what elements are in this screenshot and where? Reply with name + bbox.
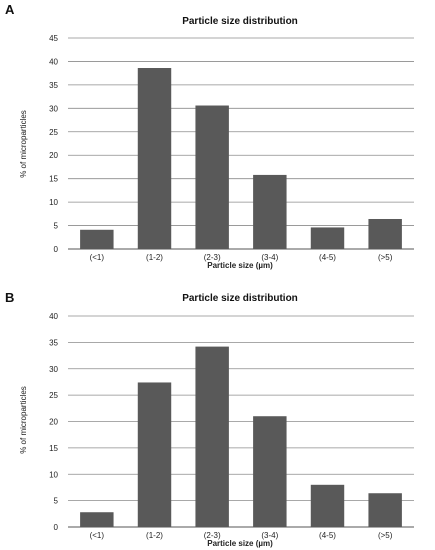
x-tick-label-b: (<1) bbox=[90, 531, 105, 540]
bar-a-4 bbox=[253, 174, 287, 249]
bar-b-5 bbox=[310, 484, 345, 527]
y-tick-label-a: 40 bbox=[49, 57, 58, 66]
y-axis-label-a: % of microparticles bbox=[19, 110, 28, 178]
y-tick-label-a: 10 bbox=[49, 198, 58, 207]
chart-title-b: Particle size distribution bbox=[182, 293, 298, 304]
y-tick-label-b: 5 bbox=[54, 497, 59, 506]
x-tick-label-a: (2-3) bbox=[204, 253, 221, 262]
x-tick-label-b: (3-4) bbox=[261, 531, 278, 540]
x-axis-label-b: Particle size (µm) bbox=[207, 539, 273, 548]
y-tick-label-a: 25 bbox=[49, 128, 58, 137]
plot-area-b: 0 5 10 15 20 25 30 35 40 (<1) (1-2) (2-3) (3-4) (4-5)… bbox=[49, 312, 414, 540]
bar-a-2 bbox=[137, 68, 172, 250]
y-axis-label-b: % of microparticles bbox=[19, 386, 28, 454]
y-tick-label-b: 15 bbox=[49, 444, 58, 453]
chart-title-a: Particle size distribution bbox=[182, 16, 298, 27]
x-tick-label-a: (3-4) bbox=[261, 253, 278, 262]
chart-panel-a: A Particle size distribution % of microp… bbox=[5, 2, 414, 270]
bar-b-4 bbox=[253, 416, 287, 527]
x-tick-label-a: (4-5) bbox=[319, 253, 336, 262]
y-tick-label-b: 10 bbox=[49, 470, 58, 479]
y-tick-label-a: 20 bbox=[49, 151, 58, 160]
bar-b-2 bbox=[137, 382, 172, 527]
bar-a-5 bbox=[310, 227, 345, 249]
y-tick-label-a: 0 bbox=[54, 245, 59, 254]
bar-a-3 bbox=[195, 105, 229, 250]
bar-b-6 bbox=[368, 493, 402, 527]
y-tick-label-b: 25 bbox=[49, 391, 58, 400]
y-tick-label-a: 30 bbox=[49, 104, 58, 113]
y-tick-label-a: 45 bbox=[49, 34, 58, 43]
x-tick-label-a: (1-2) bbox=[146, 253, 163, 262]
x-tick-label-b: (4-5) bbox=[319, 531, 336, 540]
bar-b-3 bbox=[195, 346, 229, 527]
panel-letter-b: B bbox=[5, 290, 14, 305]
y-tick-label-b: 40 bbox=[49, 312, 58, 321]
plot-area-a: 0 5 10 15 20 25 30 35 40 45 (<1) (1-2) (2-3) (3-4) (4-… bbox=[49, 34, 414, 262]
y-tick-label-a: 15 bbox=[49, 175, 58, 184]
y-tick-label-b: 0 bbox=[54, 523, 59, 532]
y-tick-label-b: 20 bbox=[49, 418, 58, 427]
y-tick-label-a: 35 bbox=[49, 81, 58, 90]
x-tick-label-a: (<1) bbox=[90, 253, 105, 262]
bar-a-6 bbox=[368, 218, 402, 249]
bar-b-1 bbox=[80, 512, 114, 527]
y-tick-label-b: 35 bbox=[49, 338, 58, 347]
x-axis-label-a: Particle size (µm) bbox=[207, 261, 273, 270]
x-tick-label-a: (>5) bbox=[378, 253, 393, 262]
panel-letter-a: A bbox=[5, 2, 15, 17]
bar-a-1 bbox=[80, 229, 114, 249]
chart-panel-b: B Particle size distribution % of microp… bbox=[5, 290, 414, 548]
x-tick-label-b: (2-3) bbox=[204, 531, 221, 540]
y-tick-label-b: 30 bbox=[49, 365, 58, 374]
x-tick-label-b: (1-2) bbox=[146, 531, 163, 540]
x-tick-label-b: (>5) bbox=[378, 531, 393, 540]
y-tick-label-a: 5 bbox=[54, 222, 59, 231]
